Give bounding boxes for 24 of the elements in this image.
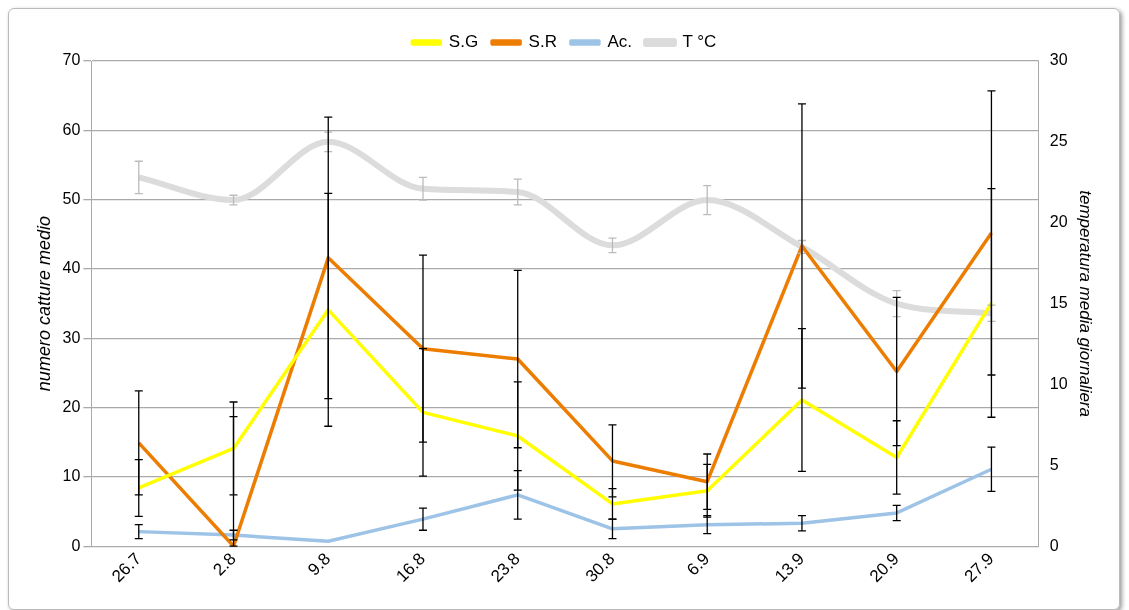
y2-tick-label: 5	[1049, 455, 1059, 473]
y-tick-label: 70	[62, 51, 81, 69]
y-tick-label: 30	[62, 328, 81, 346]
y-tick-label: 20	[62, 397, 81, 415]
x-tick-label: 2.8	[209, 549, 240, 580]
legend-label: S.G	[448, 32, 479, 52]
y2-tick-label: 10	[1049, 374, 1068, 392]
y-tick-label: 40	[62, 259, 81, 277]
y-axis-title: numero catture medio	[33, 216, 54, 392]
y-tick-label: 50	[62, 190, 81, 208]
legend-label: Ac.	[607, 32, 632, 52]
y-tick-label: 60	[62, 120, 81, 138]
y-tick-label: 0	[71, 536, 81, 554]
y2-tick-label: 15	[1049, 294, 1068, 311]
y-tick-label: 10	[62, 467, 81, 485]
y2-tick-label: 0	[1049, 536, 1059, 554]
legend-label: S.R	[528, 32, 557, 52]
y2-axis-title: temperatura media giornaliera	[1076, 190, 1096, 417]
y2-tick-label: 30	[1049, 51, 1068, 69]
y2-tick-label: 25	[1049, 132, 1068, 150]
x-tick-label: 6.9	[683, 549, 714, 580]
y2-tick-label: 20	[1049, 213, 1068, 231]
x-tick-label: 9.8	[304, 549, 335, 580]
legend-label: T °C	[682, 32, 717, 52]
